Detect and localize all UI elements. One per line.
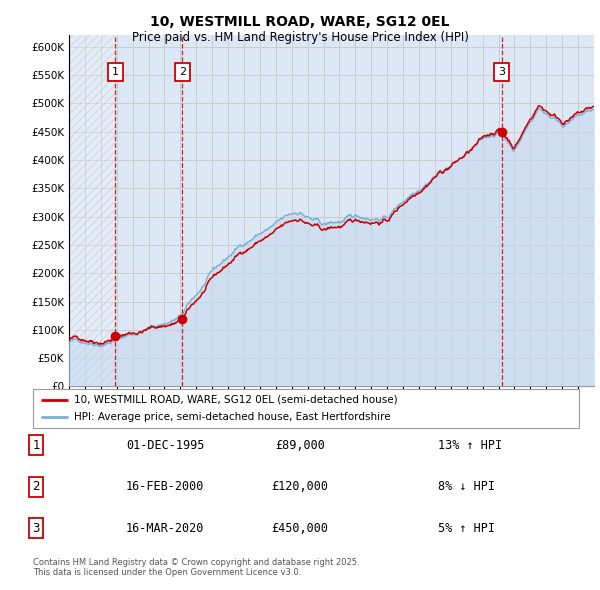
Text: £89,000: £89,000 bbox=[275, 439, 325, 452]
Text: £120,000: £120,000 bbox=[271, 480, 329, 493]
Text: 2: 2 bbox=[32, 480, 40, 493]
FancyBboxPatch shape bbox=[33, 389, 579, 428]
Text: Price paid vs. HM Land Registry's House Price Index (HPI): Price paid vs. HM Land Registry's House … bbox=[131, 31, 469, 44]
Text: £450,000: £450,000 bbox=[271, 522, 329, 535]
Text: HPI: Average price, semi-detached house, East Hertfordshire: HPI: Average price, semi-detached house,… bbox=[74, 412, 391, 422]
Text: 10, WESTMILL ROAD, WARE, SG12 0EL: 10, WESTMILL ROAD, WARE, SG12 0EL bbox=[150, 15, 450, 29]
Text: 3: 3 bbox=[32, 522, 40, 535]
Text: 13% ↑ HPI: 13% ↑ HPI bbox=[438, 439, 502, 452]
Text: 5% ↑ HPI: 5% ↑ HPI bbox=[438, 522, 495, 535]
Text: 3: 3 bbox=[499, 67, 505, 77]
Text: 8% ↓ HPI: 8% ↓ HPI bbox=[438, 480, 495, 493]
Text: Contains HM Land Registry data © Crown copyright and database right 2025.
This d: Contains HM Land Registry data © Crown c… bbox=[33, 558, 359, 577]
Text: 01-DEC-1995: 01-DEC-1995 bbox=[126, 439, 205, 452]
Bar bbox=[69, 35, 115, 386]
Text: 1: 1 bbox=[32, 439, 40, 452]
Text: 2: 2 bbox=[179, 67, 186, 77]
Text: 10, WESTMILL ROAD, WARE, SG12 0EL (semi-detached house): 10, WESTMILL ROAD, WARE, SG12 0EL (semi-… bbox=[74, 395, 398, 405]
Text: 16-MAR-2020: 16-MAR-2020 bbox=[126, 522, 205, 535]
Text: 16-FEB-2000: 16-FEB-2000 bbox=[126, 480, 205, 493]
Text: 1: 1 bbox=[112, 67, 119, 77]
